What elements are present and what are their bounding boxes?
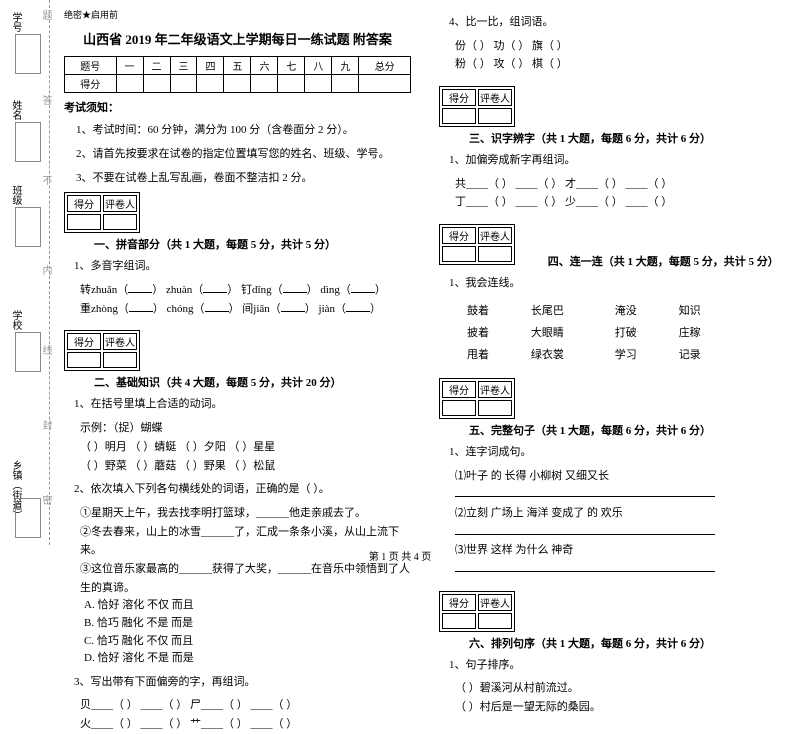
s2-r2: （ ）野菜 （ ）蘑菇 （ ）野果 （ ）松鼠 — [80, 457, 411, 476]
s6-a: （ ）碧溪河从村前流过。 — [455, 679, 786, 698]
s3-l2: 丁____（ ） ____（ ） 少____（ ） ____（ ） — [455, 193, 786, 212]
score-box-2: 得分评卷人 — [64, 330, 140, 371]
left-column: 绝密★启用前 山西省 2019 年二年级语文上学期每日一练试题 附答案 题号一二… — [50, 0, 425, 545]
notice-head: 考试须知： — [64, 99, 411, 115]
s6-b: （ ）村后是一望无际的桑园。 — [455, 698, 786, 717]
score-box-5: 得分评卷人 — [439, 378, 515, 419]
s3-l1: 共____（ ） ____（ ） 才____（ ） ____（ ） — [455, 175, 786, 194]
sb-box-2 — [15, 122, 41, 162]
score-table: 题号一二 三四五 六七八 九总分 得分 — [64, 56, 411, 93]
opt-b: B. 恰巧 融化 不是 而是 — [84, 615, 411, 633]
notice-2: 2、请首先按要求在试卷的指定位置填写您的姓名、班级、学号。 — [76, 145, 411, 165]
score-box-6: 得分评卷人 — [439, 591, 515, 632]
sb-v2: 答 — [38, 95, 53, 105]
page-footer: 第 1 页 共 4 页 — [0, 548, 800, 563]
sb-vb: 不 — [38, 175, 53, 185]
s2-q2: 2、依次填入下列各句横线处的词语，正确的是（ ）。 — [74, 480, 411, 499]
score-box-4: 得分评卷人 — [439, 224, 515, 265]
notice-3: 3、不要在试卷上乱写乱画，卷面不整洁扣 2 分。 — [76, 169, 411, 189]
s2-q3b: 火____（ ） ____（ ） 艹____（ ） ____（ ） — [80, 715, 411, 734]
sb-v3: 内 — [38, 265, 53, 275]
section-1-title: 一、拼音部分（共 1 大题，每题 5 分，共计 5 分） — [94, 236, 336, 252]
s5-b: ⑵立刻 广场上 海洋 变成了 的 欢乐 — [455, 504, 786, 541]
s1-q1: 1、多音字组词。 — [74, 257, 411, 276]
sb-name: 姓名 — [8, 100, 23, 120]
s1-line2: 重zhòng（） chóng（） 间jiān（） jiàn（） — [80, 300, 411, 319]
score-header-row: 题号一二 三四五 六七八 九总分 — [65, 57, 411, 75]
section-5-title: 五、完整句子（共 1 大题，每题 6 分，共计 6 分） — [469, 422, 711, 438]
section-4-title: 四、连一连（共 1 大题，每题 5 分，共计 5 分） — [548, 253, 779, 269]
s2-q1: 1、在括号里填上合适的动词。 — [74, 395, 411, 414]
opt-d: D. 恰好 溶化 不是 而是 — [84, 650, 411, 668]
s2-q3a: 贝____（ ） ____（ ） 尸____（ ） ____（ ） — [80, 696, 411, 715]
s2-q4a: 份（ ） 功（ ） 旗（ ） — [455, 37, 786, 56]
s1-line1: 转zhuǎn（） zhuàn（） 钉dīng（） dìng（） — [80, 281, 411, 300]
opt-c: C. 恰巧 融化 不仅 而且 — [84, 633, 411, 651]
s2-q3: 3、写出带有下面偏旁的字，再组词。 — [74, 673, 411, 692]
section-6-title: 六、排列句序（共 1 大题，每题 6 分，共计 6 分） — [469, 635, 711, 651]
opt-a: A. 恰好 溶化 不仅 而且 — [84, 597, 411, 615]
score-box-3: 得分评卷人 — [439, 86, 515, 127]
sb-v4: 线 — [38, 345, 53, 355]
binding-sidebar: 学号 姓名 班级 学校 乡镇（街道） 题 答 不 内 线 封 密 — [0, 0, 50, 545]
sb-v5: 封 — [38, 420, 53, 430]
sb-v1: 题 — [38, 10, 53, 20]
s2-r1: （ ）明月 （ ）蜻蜓 （ ）夕阳 （ ）星星 — [80, 438, 411, 457]
section-3-title: 三、识字辨字（共 1 大题，每题 6 分，共计 6 分） — [469, 130, 711, 146]
s2-q2a: ①星期天上午，我去找李明打篮球，______他走亲戚去了。 — [80, 504, 411, 523]
s2-q4b: 粉（ ） 攻（ ） 棋（ ） — [455, 55, 786, 74]
sb-v6: 密 — [38, 495, 53, 505]
s5-a: ⑴叶子 的 长得 小柳树 又细又长 — [455, 467, 786, 504]
connect-table: 鼓着长尾巴淹没知识 披着大眼睛打破庄稼 甩着绿衣裳学习记录 — [459, 298, 737, 366]
s3-q1: 1、加偏旁成新字再组词。 — [449, 151, 786, 170]
notice-1: 1、考试时间：60 分钟，满分为 100 分（含卷面分 2 分）。 — [76, 121, 411, 141]
exam-title: 山西省 2019 年二年级语文上学期每日一练试题 附答案 — [64, 29, 411, 48]
s2-ex: 示例：（捉）蝴蝶 — [80, 419, 411, 438]
s2-q4: 4、比一比，组词语。 — [449, 13, 786, 32]
s6-q1: 1、句子排序。 — [449, 656, 786, 675]
right-column: 4、比一比，组词语。 份（ ） 功（ ） 旗（ ） 粉（ ） 攻（ ） 棋（ ）… — [425, 0, 800, 545]
sb-school: 学校 — [8, 310, 23, 330]
score-value-row: 得分 — [65, 75, 411, 93]
secret-label: 绝密★启用前 — [64, 8, 411, 21]
section-2-title: 二、基础知识（共 4 大题，每题 5 分，共计 20 分） — [94, 374, 342, 390]
sb-box-3 — [15, 207, 41, 247]
s4-q1: 1、我会连线。 — [449, 274, 786, 293]
sb-class: 班级 — [8, 185, 23, 205]
sb-box-1 — [15, 34, 41, 74]
s5-q1: 1、连字词成句。 — [449, 443, 786, 462]
s2-q2c: ③这位音乐家最高的______获得了大奖，______在音乐中领悟到了人生的真谛… — [80, 560, 411, 597]
sb-xuehao: 学号 — [8, 12, 23, 32]
score-box-1: 得分评卷人 — [64, 192, 140, 233]
